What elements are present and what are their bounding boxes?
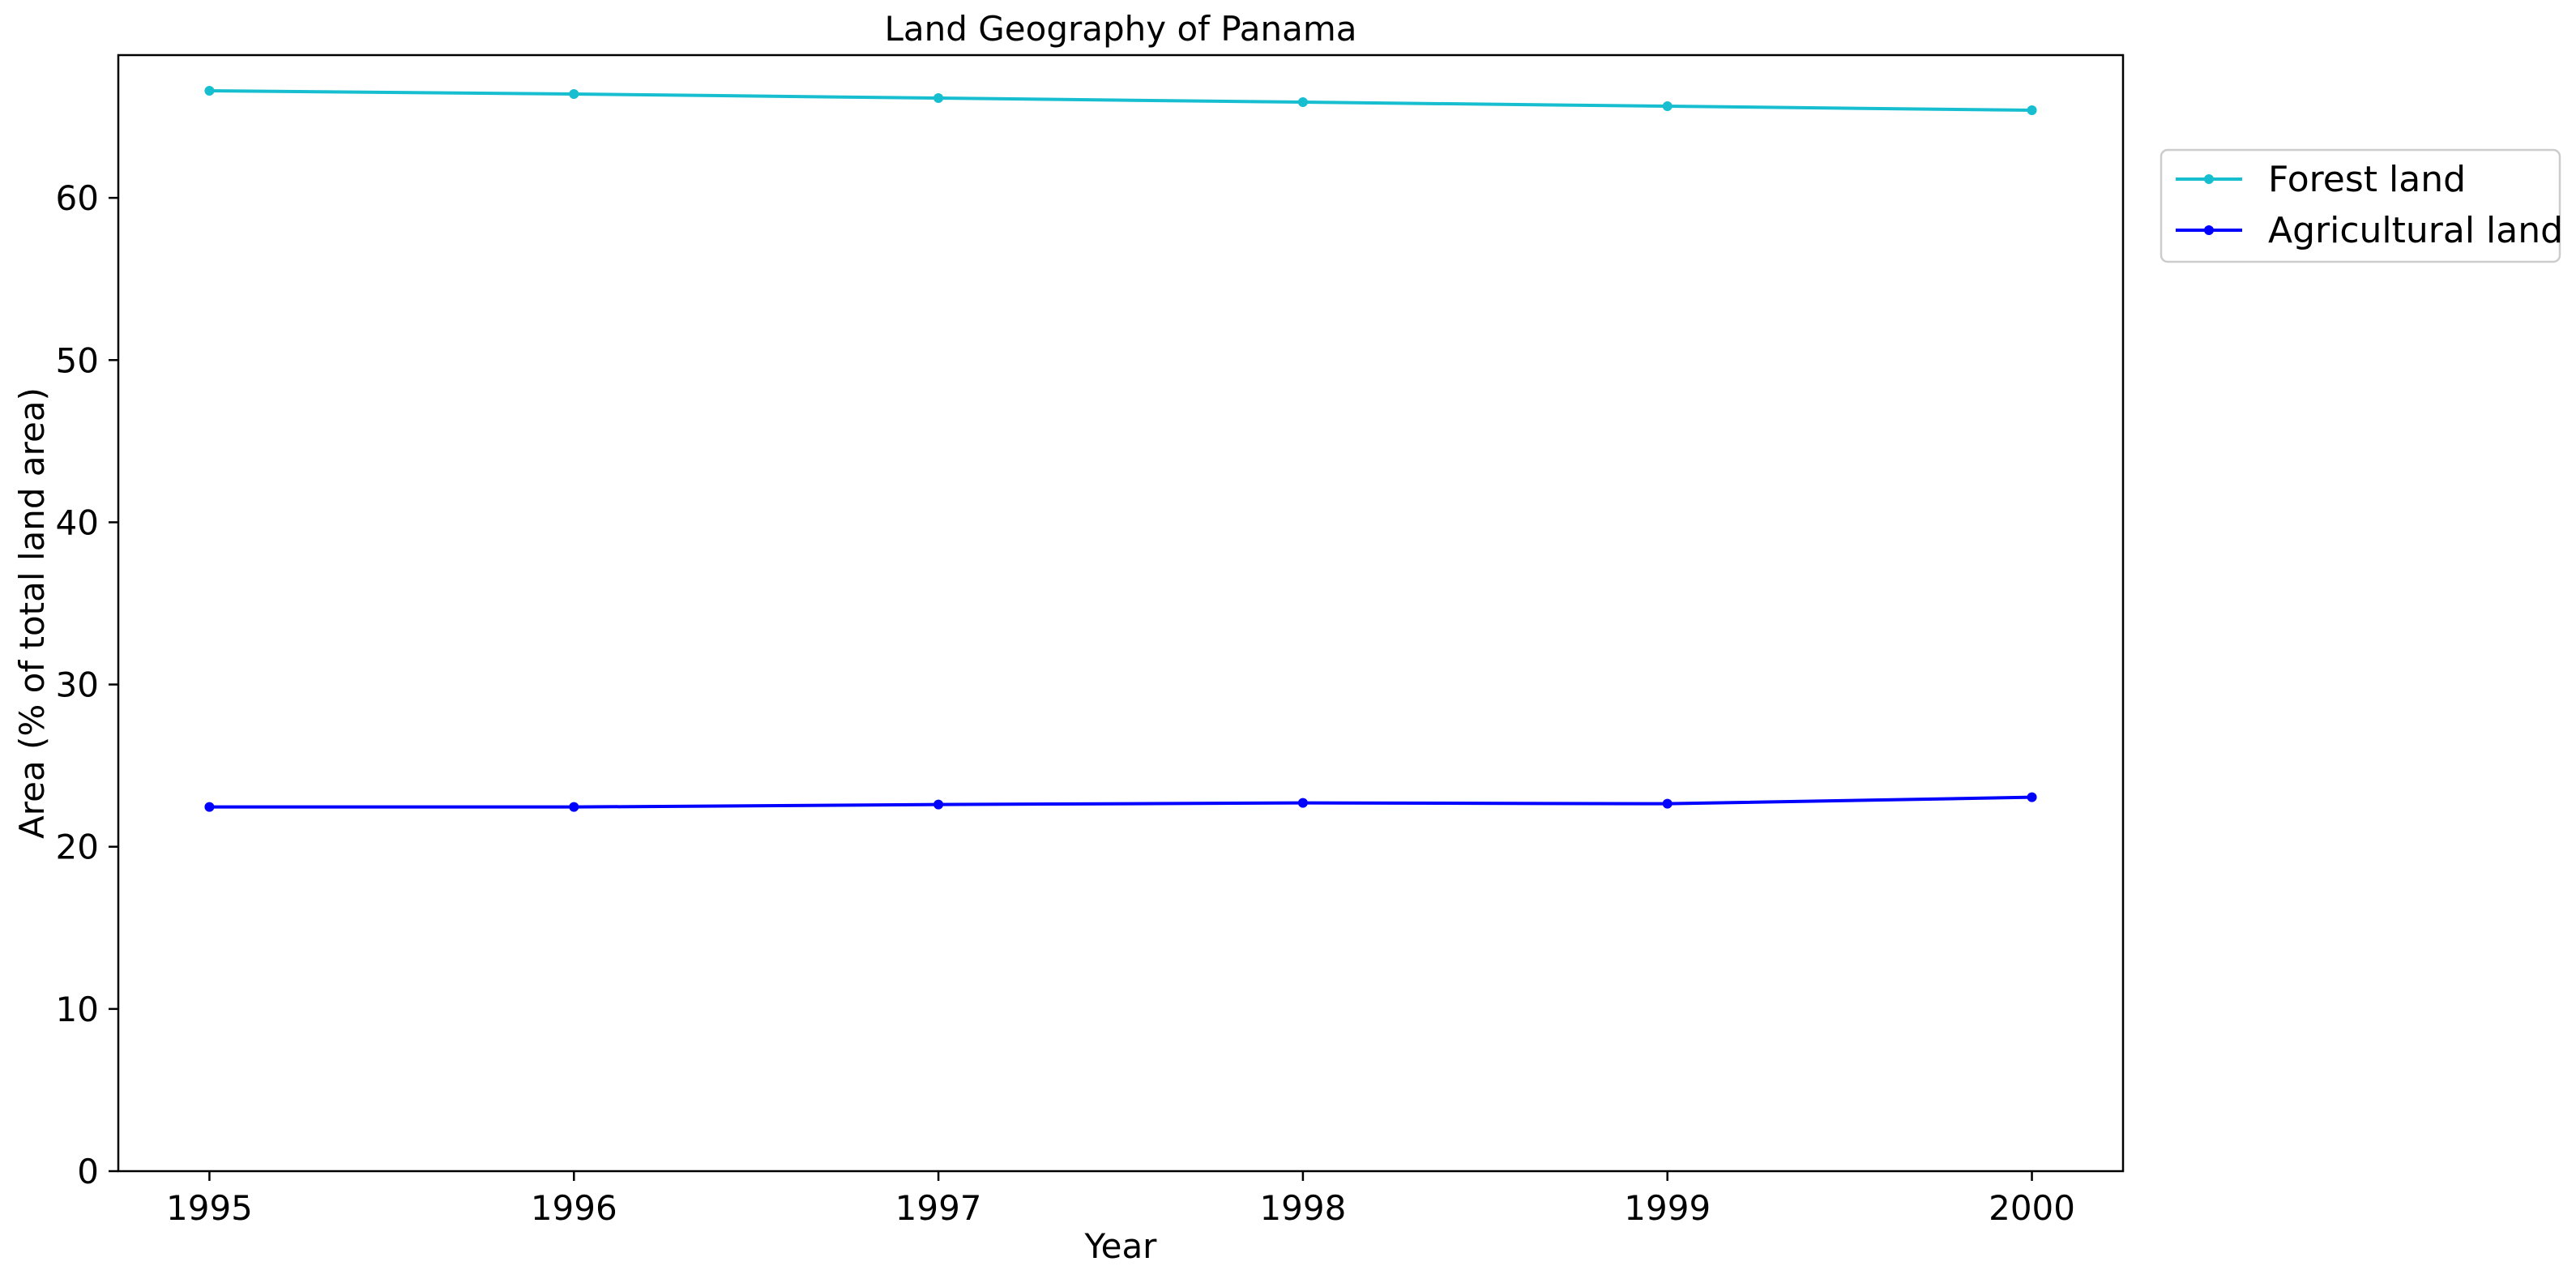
chart-title: Land Geography of Panama <box>884 9 1356 49</box>
data-point-agricultural-land <box>204 802 215 812</box>
data-point-agricultural-land <box>1297 798 1308 808</box>
series-agricultural-land <box>204 792 2037 812</box>
legend-frame <box>2159 148 2561 263</box>
x-tick-label: 1997 <box>895 1188 982 1228</box>
y-tick-label: 0 <box>77 1152 99 1191</box>
data-point-forest-land <box>569 89 579 100</box>
y-tick-label: 20 <box>56 828 99 867</box>
y-axis-ticks: 0 10 20 30 40 50 60 <box>56 178 118 1191</box>
data-point-forest-land <box>1662 101 1672 112</box>
x-tick-label: 2000 <box>1989 1188 2075 1228</box>
series-forest-land <box>204 86 2037 116</box>
series-layer <box>204 86 2037 812</box>
legend-marker-forest-land <box>2204 174 2214 184</box>
data-point-forest-land <box>933 93 944 104</box>
x-tick-label: 1999 <box>1624 1188 1711 1228</box>
y-tick-label: 10 <box>56 990 99 1029</box>
legend-label-forest-land: Forest land <box>2268 159 2466 200</box>
y-axis-title: Area (% of total land area) <box>12 387 52 839</box>
y-tick-label: 50 <box>56 340 99 380</box>
data-point-agricultural-land <box>933 799 944 810</box>
y-tick-label: 40 <box>56 503 99 542</box>
series-line-forest-land <box>209 89 2032 113</box>
data-point-agricultural-land <box>569 802 579 812</box>
data-point-forest-land <box>1297 97 1308 108</box>
series-line-agricultural-land <box>209 795 2032 809</box>
y-tick-label: 60 <box>56 178 99 218</box>
data-point-agricultural-land <box>2027 792 2037 802</box>
data-point-forest-land <box>204 86 215 96</box>
legend: Forest land Agricultural land <box>2159 148 2563 263</box>
x-tick-label: 1995 <box>166 1188 253 1228</box>
x-axis-title: Year <box>1084 1226 1158 1266</box>
data-point-agricultural-land <box>1662 798 1672 809</box>
legend-label-agricultural-land: Agricultural land <box>2268 210 2563 251</box>
y-tick-label: 30 <box>56 665 99 705</box>
plot-area-frame <box>117 53 2125 1173</box>
legend-marker-agricultural-land <box>2204 225 2214 235</box>
x-tick-label: 1996 <box>531 1188 617 1228</box>
x-tick-label: 1998 <box>1259 1188 1346 1228</box>
data-point-forest-land <box>2027 105 2037 116</box>
x-axis-ticks: 1995 1996 1997 1998 1999 2000 <box>166 1171 2075 1228</box>
